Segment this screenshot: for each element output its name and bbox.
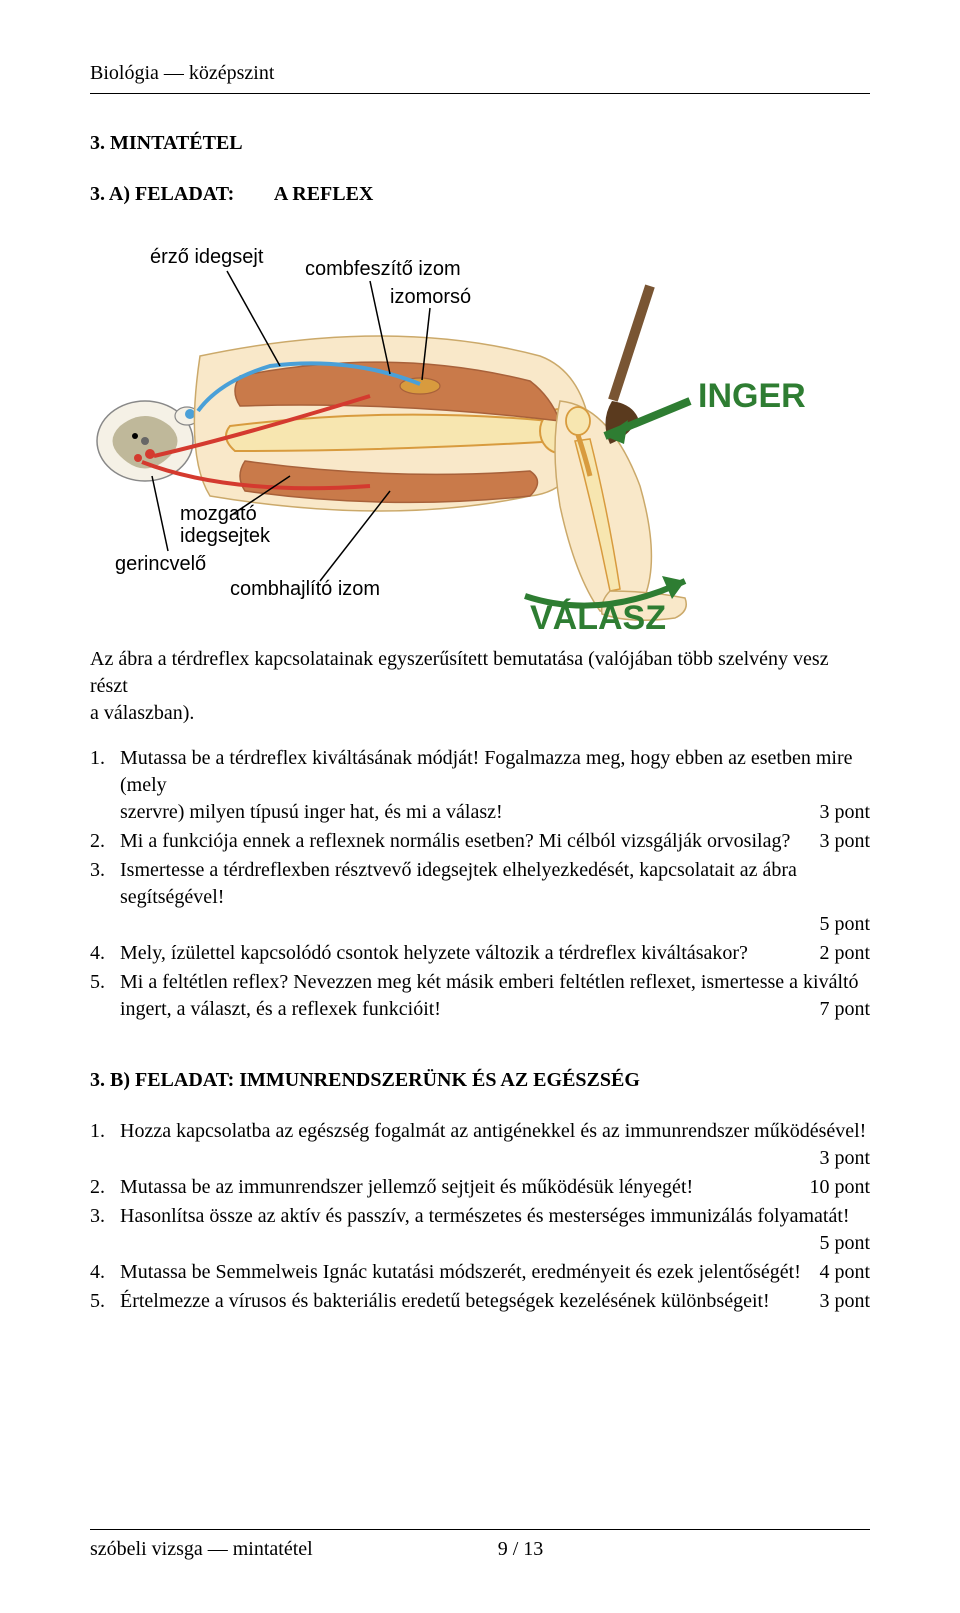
question-a-4: 4. Mely, ízülettel kapcsolódó csontok he… bbox=[90, 940, 870, 967]
patella bbox=[566, 407, 590, 435]
question-a-3: 3. Ismertesse a térdreflexben résztvevő … bbox=[90, 857, 870, 938]
questions-a-list: 1. Mutassa be a térdreflex kiváltásának … bbox=[90, 745, 870, 1023]
q-text-l1: Mi a funkciója ennek a reflexnek normáli… bbox=[120, 828, 870, 855]
leader-gerincvelo bbox=[152, 476, 168, 551]
q-num: 1. bbox=[90, 745, 105, 772]
q-points: 3 pont bbox=[819, 1145, 870, 1172]
intro-paragraph: Az ábra a térdreflex kapcsolatainak egys… bbox=[90, 646, 870, 727]
header-text: Biológia — középszint bbox=[90, 62, 274, 84]
q-num: 2. bbox=[90, 1174, 105, 1201]
q-points: 5 pont bbox=[819, 911, 870, 938]
q-text-l1: Hasonlítsa össze az aktív és passzív, a … bbox=[120, 1203, 870, 1230]
q-points: 3 pont bbox=[819, 828, 870, 855]
intro-line1: Az ábra a térdreflex kapcsolatainak egys… bbox=[90, 648, 829, 697]
spinal-cord-icon bbox=[97, 401, 199, 481]
reflex-diagram: érző idegsejt combfeszítő izom izomorsó … bbox=[90, 226, 810, 626]
label-erzo: érző idegsejt bbox=[150, 244, 263, 271]
label-combfeszito: combfeszítő izom bbox=[305, 256, 461, 283]
doc-footer: szóbeli vizsga — mintatétel 9 / 13 bbox=[90, 1529, 870, 1563]
q-num: 5. bbox=[90, 1288, 105, 1315]
footer-rule bbox=[90, 1529, 870, 1530]
q-text-l1: Mutassa be az immunrendszer jellemző sej… bbox=[120, 1174, 870, 1201]
label-inger: INGER bbox=[698, 374, 806, 420]
q-points: 3 pont bbox=[819, 799, 870, 826]
q-num: 1. bbox=[90, 1118, 105, 1145]
question-b-5: 5. Értelmezze a vírusos és bakteriális e… bbox=[90, 1288, 870, 1315]
section-b-title: 3. B) FELADAT: IMMUNRENDSZERÜNK ÉS AZ EG… bbox=[90, 1067, 870, 1094]
label-combhajlito: combhajlító izom bbox=[230, 576, 380, 603]
task-label: 3. A) FELADAT: bbox=[90, 181, 270, 208]
q-num: 4. bbox=[90, 1259, 105, 1286]
q-text-l1: Hozza kapcsolatba az egészség fogalmát a… bbox=[120, 1118, 870, 1145]
question-b-1: 1. Hozza kapcsolatba az egészség fogalmá… bbox=[90, 1118, 870, 1172]
q-points: 4 pont bbox=[819, 1259, 870, 1286]
q-text-l2: ingert, a választ, és a reflexek funkció… bbox=[120, 996, 870, 1023]
q-text-l2: szervre) milyen típusú inger hat, és mi … bbox=[120, 799, 870, 826]
q-text-l1: Értelmezze a vírusos és bakteriális ered… bbox=[120, 1288, 870, 1315]
q-num: 5. bbox=[90, 969, 105, 996]
label-mozgato-l2: idegsejtek bbox=[180, 523, 270, 550]
question-a-5: 5. Mi a feltétlen reflex? Nevezzen meg k… bbox=[90, 969, 870, 1023]
q-num: 3. bbox=[90, 1203, 105, 1230]
task-line: 3. A) FELADAT: A REFLEX bbox=[90, 181, 870, 208]
task-title: A REFLEX bbox=[274, 183, 373, 205]
intro-line2: a válaszban). bbox=[90, 702, 194, 724]
q-text-l1: Mely, ízülettel kapcsolódó csontok helyz… bbox=[120, 940, 870, 967]
question-b-4: 4. Mutassa be Semmelweis Ignác kutatási … bbox=[90, 1259, 870, 1286]
label-izomorso: izomorsó bbox=[390, 284, 471, 311]
question-b-3: 3. Hasonlítsa össze az aktív és passzív,… bbox=[90, 1203, 870, 1257]
question-b-2: 2. Mutassa be az immunrendszer jellemző … bbox=[90, 1174, 870, 1201]
section-a-title: 3. MINTATÉTEL bbox=[90, 130, 870, 157]
q-num: 2. bbox=[90, 828, 105, 855]
q-text-l1: Mutassa be a térdreflex kiváltásának mód… bbox=[120, 745, 870, 799]
q-num: 3. bbox=[90, 857, 105, 884]
label-valasz: VÁLASZ bbox=[530, 596, 666, 642]
q-points: 2 pont bbox=[819, 940, 870, 967]
q-num: 4. bbox=[90, 940, 105, 967]
q-text-l1: Mi a feltétlen reflex? Nevezzen meg két … bbox=[120, 969, 870, 996]
footer-left: szóbeli vizsga — mintatétel bbox=[90, 1538, 313, 1560]
q-points: 5 pont bbox=[819, 1230, 870, 1257]
footer-line: szóbeli vizsga — mintatétel 9 / 13 bbox=[90, 1536, 870, 1563]
q-text-l1: Mutassa be Semmelweis Ignác kutatási mód… bbox=[120, 1259, 870, 1286]
footer-page: 9 / 13 bbox=[498, 1536, 544, 1563]
q-points: 10 pont bbox=[809, 1174, 870, 1201]
label-gerincvelo: gerincvelő bbox=[115, 551, 206, 578]
q-points: 3 pont bbox=[819, 1288, 870, 1315]
q-points: 7 pont bbox=[819, 996, 870, 1023]
doc-header: Biológia — középszint bbox=[90, 60, 870, 87]
header-rule bbox=[90, 93, 870, 94]
question-a-2: 2. Mi a funkciója ennek a reflexnek norm… bbox=[90, 828, 870, 855]
questions-b-list: 1. Hozza kapcsolatba az egészség fogalmá… bbox=[90, 1118, 870, 1315]
question-a-1: 1. Mutassa be a térdreflex kiváltásának … bbox=[90, 745, 870, 826]
q-text-l1: Ismertesse a térdreflexben résztvevő ide… bbox=[120, 857, 870, 911]
